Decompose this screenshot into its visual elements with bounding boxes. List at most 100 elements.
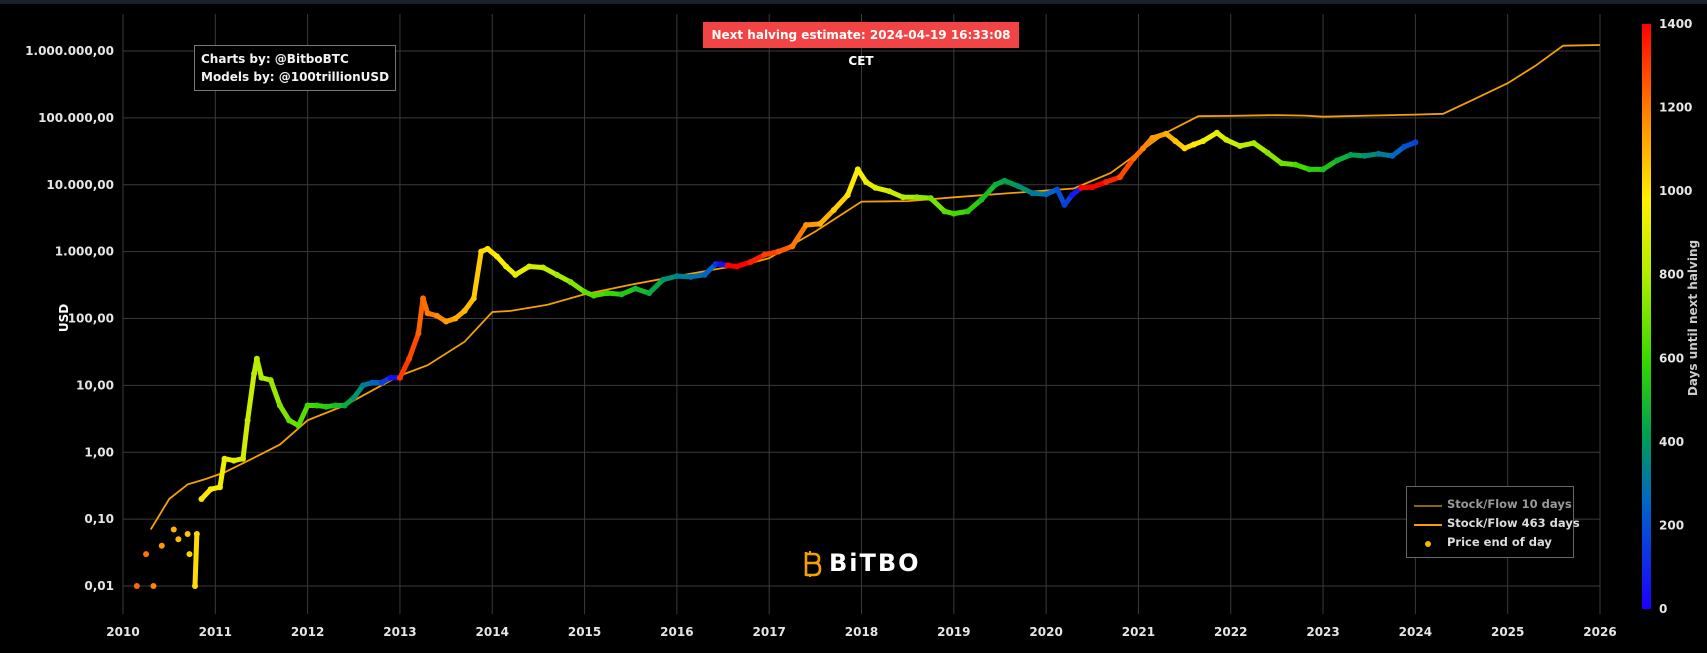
x-tick-label: 2021 [1122,625,1155,639]
price-point [854,166,861,173]
price-point [461,307,468,314]
legend-item-sf10[interactable]: Stock/Flow 10 days [1407,497,1573,513]
x-tick-label: 2026 [1583,625,1616,639]
price-point [863,178,870,185]
y-tick-label: 100,00 [68,312,114,326]
price-point [433,312,440,319]
price-point [387,374,394,381]
price-point [192,583,199,589]
price-point [1181,145,1188,152]
price-point [1068,192,1075,199]
price-point [443,318,450,325]
price-point [1292,161,1299,168]
price-point [267,377,274,384]
legend-line-icon [1414,524,1442,526]
price-point [198,495,205,502]
price-point [816,220,823,227]
price-point [581,288,588,295]
price-point [1278,160,1285,167]
price-point [244,417,251,424]
legend-item-price[interactable]: Price end of day [1407,535,1573,551]
y-tick-label: 1.000,00 [55,245,114,259]
stock-flow-line [149,44,1601,530]
colorbar [1642,24,1651,609]
price-point [567,279,574,286]
price-point [1190,141,1197,148]
price-point [604,290,611,297]
x-axis-ticks: 2010 2011 2012 2013 2014 2015 2016 2017 2018 2019… [106,625,1616,639]
price-point [775,248,782,255]
price-point [1264,149,1271,156]
price-points [133,129,1419,589]
price-point [1054,186,1061,193]
price-point [350,394,357,401]
price-point [216,484,223,491]
price-point [484,245,491,252]
price-point [295,422,302,429]
price-point [512,271,519,278]
price-point [717,261,724,268]
price-point [1103,178,1110,185]
price-segment [295,403,311,429]
price-point [844,192,851,199]
price-segment [217,456,228,490]
price-segment [254,356,264,381]
price-point [251,370,258,377]
price-segment [979,182,998,203]
x-tick-label: 2018 [845,625,878,639]
price-point [747,258,754,265]
price-point [992,181,999,188]
stock-flow-463-line [149,44,1601,530]
price-point [1089,184,1096,191]
price-point [1001,177,1008,184]
x-tick-label: 2025 [1491,625,1524,639]
price-point [803,222,810,229]
price-point [133,583,140,589]
price-point [341,402,348,409]
x-tick-label: 2017 [752,625,785,639]
price-point [1250,140,1257,147]
price-point [660,276,667,283]
price-point [950,210,957,217]
price-point [1149,135,1156,142]
price-point [221,455,228,462]
legend-label: Stock/Flow 10 days [1447,497,1572,511]
price-point [452,315,459,322]
price-point [712,261,719,268]
price-point [927,195,934,202]
price-point [1029,190,1036,197]
price-point [789,243,796,250]
colorbar-tick-label: 1400 [1659,17,1692,31]
price-point [1130,155,1137,162]
price-point [724,262,731,269]
price-segment [928,195,948,214]
legend-label: Stock/Flow 463 days [1447,516,1580,530]
price-segment [192,531,200,589]
price-segment [1117,155,1137,180]
x-tick-label: 2023 [1306,625,1339,639]
price-point [150,583,157,589]
price-point [186,551,193,558]
price-point [170,526,177,533]
colorbar-tick-label: 0 [1659,602,1667,616]
price-point [240,455,247,462]
price-point [1320,166,1327,173]
y-tick-label: 10,00 [76,378,114,392]
price-point [1172,138,1179,145]
price-point [673,273,680,280]
legend: Stock/Flow 10 days Stock/Flow 463 days P… [1406,486,1580,558]
price-point [1375,150,1382,157]
price-segment [240,417,251,462]
price-segment [789,222,809,249]
y-tick-label: 1,00 [84,445,114,459]
legend-item-sf463[interactable]: Stock/Flow 463 days [1407,516,1580,532]
colorbar-title: Days until next halving [1686,240,1700,396]
price-point [1163,130,1170,137]
price-point [964,208,971,215]
price-point [1361,152,1368,159]
price-point [900,194,907,201]
price-point [420,295,427,302]
price-point [424,310,431,317]
y-tick-label: 100.000,00 [38,111,114,125]
